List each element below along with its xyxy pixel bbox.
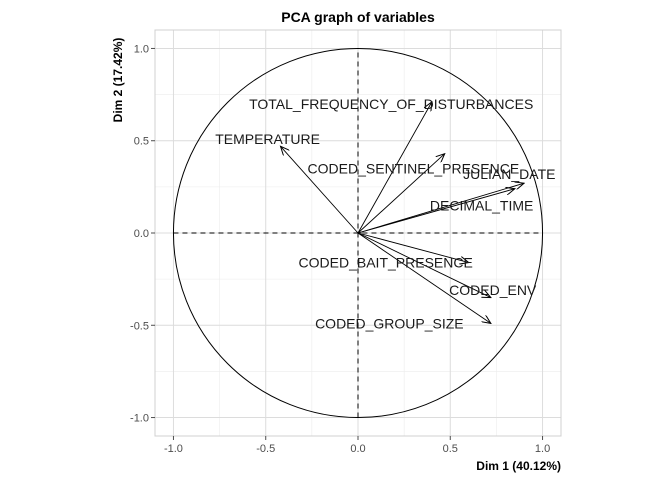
vector-label-coded-group-size: CODED_GROUP_SIZE bbox=[315, 315, 464, 331]
y-tick-label: 1.0 bbox=[134, 43, 149, 55]
x-tick-label: 0.5 bbox=[443, 443, 458, 455]
y-tick-label: -0.5 bbox=[130, 320, 149, 332]
vector-label-decimal-time: DECIMAL_TIME bbox=[430, 197, 533, 213]
vector-arrow-decimal-time bbox=[357, 189, 515, 234]
y-axis-title: Dim 2 (17.42%) bbox=[111, 38, 125, 123]
chart-title: PCA graph of variables bbox=[281, 9, 435, 25]
vector-label-total-frequency-of-disturbances: TOTAL_FREQUENCY_OF_DISTURBANCES bbox=[249, 96, 533, 112]
x-tick-label: -0.5 bbox=[256, 443, 275, 455]
vector-arrow-coded-bait-presence bbox=[357, 232, 469, 263]
vector-arrow-temperature bbox=[280, 146, 359, 234]
vector-layer bbox=[280, 102, 524, 323]
axis-layer: -1.0 -0.5 0.0 0.5 1.0 -1.0 -0.5 0.0 0.5 1.0 bbox=[130, 43, 550, 455]
vector-label-coded-sentinel-presence: CODED_SENTINEL_PRESENCE bbox=[308, 160, 520, 176]
x-tick-label: -1.0 bbox=[164, 443, 183, 455]
vector-arrow-coded-group-size bbox=[357, 232, 491, 323]
label-layer: TOTAL_FREQUENCY_OF_DISTURBANCES TEMPERATU… bbox=[215, 96, 555, 332]
vector-label-julian-date: JULIAN_DATE bbox=[463, 166, 555, 182]
x-axis-title: Dim 1 (40.12%) bbox=[476, 459, 561, 473]
vector-arrow-coded-env bbox=[357, 232, 491, 298]
y-tick-label: 0.0 bbox=[134, 228, 149, 240]
vector-arrow-total-frequency-of-disturbances bbox=[357, 102, 432, 234]
y-tick-label: -1.0 bbox=[130, 413, 149, 425]
x-tick-label: 1.0 bbox=[535, 443, 550, 455]
x-tick-label: 0.0 bbox=[350, 443, 365, 455]
y-tick-label: 0.5 bbox=[134, 136, 149, 148]
vector-label-coded-bait-presence: CODED_BAIT_PRESENCE bbox=[299, 255, 473, 271]
vector-label-coded-env: CODED_ENV bbox=[449, 282, 537, 298]
vector-arrow-julian-date bbox=[357, 183, 524, 234]
vector-arrow-coded-sentinel-presence bbox=[357, 154, 445, 234]
vector-label-temperature: TEMPERATURE bbox=[215, 131, 320, 147]
